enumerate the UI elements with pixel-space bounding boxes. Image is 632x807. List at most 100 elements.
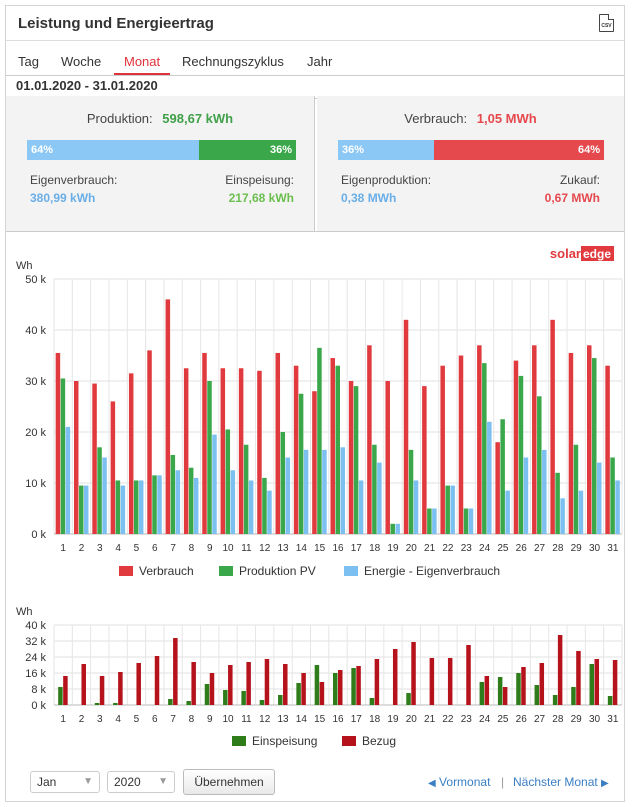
bar-1 — [605, 365, 610, 534]
y-tick-label: 24 k — [25, 652, 46, 664]
csv-export-icon[interactable]: CSV — [599, 14, 614, 32]
x-tick-label: 19 — [387, 543, 399, 554]
brand-logo-right: edge — [583, 247, 611, 261]
bar-1 — [147, 350, 152, 534]
bar-1 — [532, 345, 537, 534]
y-tick-label: 40 k — [25, 325, 46, 337]
legend-label: Produktion PV — [239, 564, 316, 578]
bar-2 — [592, 358, 597, 534]
bar-2 — [537, 396, 542, 534]
x-tick-label: 25 — [497, 714, 509, 725]
x-tick-label: 1 — [60, 714, 66, 725]
bar-3 — [560, 498, 565, 534]
chevron-left-icon: ◀ — [428, 778, 436, 789]
x-tick-label: 5 — [134, 714, 140, 725]
bar-3 — [542, 449, 547, 534]
bar-1 — [516, 673, 521, 705]
tab-woche[interactable]: Woche — [61, 54, 102, 69]
bar-2 — [225, 429, 231, 534]
production-value: 598,67 kWh — [162, 111, 234, 126]
x-tick-label: 15 — [314, 543, 326, 554]
bar-3 — [120, 485, 126, 534]
bar-3 — [65, 426, 71, 534]
bar-1 — [495, 442, 500, 534]
bar-3 — [450, 485, 455, 534]
bar-2 — [484, 676, 490, 705]
bar-1 — [183, 368, 189, 534]
bar-1 — [220, 368, 226, 534]
chevron-right-icon: ▶ — [601, 778, 609, 789]
bar-2 — [466, 645, 471, 705]
bar-2 — [594, 659, 600, 705]
bar-2 — [576, 651, 581, 705]
tab-tag[interactable]: Tag — [18, 54, 39, 69]
bar-1 — [204, 684, 210, 705]
tab-rechnungszyklus[interactable]: Rechnungszyklus — [182, 54, 284, 69]
prev-month-label: Vormonat — [439, 775, 491, 789]
bar-2 — [610, 457, 615, 534]
x-tick-label: 9 — [207, 543, 213, 554]
bar-2 — [408, 449, 414, 534]
x-tick-label: 27 — [534, 543, 546, 554]
bar-1 — [513, 360, 519, 534]
production-self-pct: 64% — [31, 144, 54, 156]
consumption-header: Verbrauch: 1,05 MWh — [317, 111, 624, 126]
bar-3 — [377, 462, 382, 534]
bar-2 — [246, 662, 251, 705]
tab-jahr[interactable]: Jahr — [307, 54, 333, 69]
bar-3 — [285, 457, 291, 534]
bar-3 — [578, 490, 584, 534]
consumption-buy-pct: 64% — [577, 144, 600, 156]
bar-2 — [191, 662, 196, 705]
bar-3 — [358, 480, 364, 534]
consumption-value: 1,05 MWh — [476, 111, 537, 126]
tab-monat[interactable]: Monat — [124, 54, 161, 69]
bar-2 — [555, 472, 560, 534]
bar-1 — [330, 358, 335, 534]
next-month-link[interactable]: Nächster Monat ▶ — [513, 775, 609, 789]
x-tick-label: 17 — [351, 543, 363, 554]
widget-header: Leistung und Energieertrag CSV — [6, 6, 624, 41]
bar-1 — [367, 345, 372, 534]
bar-1 — [113, 703, 118, 705]
apply-button[interactable]: Übernehmen — [183, 769, 275, 795]
month-select-value: Jan — [37, 775, 57, 789]
x-tick-label: 29 — [571, 543, 583, 554]
bar-2 — [99, 676, 105, 705]
x-tick-label: 23 — [461, 714, 473, 725]
bar-2 — [392, 649, 398, 705]
bar-2 — [173, 638, 178, 705]
x-tick-label: 24 — [479, 543, 491, 554]
bar-2 — [63, 676, 68, 705]
year-select[interactable]: 2020 ▼ — [107, 771, 175, 793]
bar-1 — [440, 365, 445, 534]
bar-2 — [136, 663, 141, 705]
y-tick-label: 0 k — [31, 700, 46, 712]
bar-1 — [165, 299, 171, 534]
x-tick-label: 7 — [170, 543, 176, 554]
grid-bar-chart: Wh0 k8 k16 k24 k32 k40 k1 2 3 4 5 6 7 8 9 10 11 12 1… — [16, 606, 623, 748]
y-tick-label: 50 k — [25, 274, 46, 286]
bar-3 — [340, 447, 345, 534]
bar-2 — [280, 432, 286, 534]
bar-2 — [390, 523, 395, 534]
bar-2 — [521, 667, 526, 705]
feed-in-value: 217,68 kWh — [228, 191, 294, 205]
prev-month-link[interactable]: ◀ Vormonat — [428, 775, 490, 789]
bar-1 — [534, 685, 540, 705]
legend-swatch — [219, 566, 233, 576]
consumption-self-pct: 36% — [342, 144, 365, 156]
bar-1 — [94, 703, 100, 705]
bar-1 — [348, 381, 354, 534]
x-tick-label: 7 — [170, 714, 176, 725]
legend-swatch — [232, 736, 246, 746]
bar-2 — [500, 419, 505, 534]
bar-2 — [301, 673, 306, 705]
month-select[interactable]: Jan ▼ — [30, 771, 100, 793]
bar-2 — [353, 386, 359, 534]
bar-2 — [317, 347, 322, 534]
production-label: Produktion: — [86, 111, 153, 126]
bar-2 — [319, 682, 325, 705]
y-tick-label: 0 k — [31, 529, 46, 541]
bar-3 — [505, 490, 510, 534]
